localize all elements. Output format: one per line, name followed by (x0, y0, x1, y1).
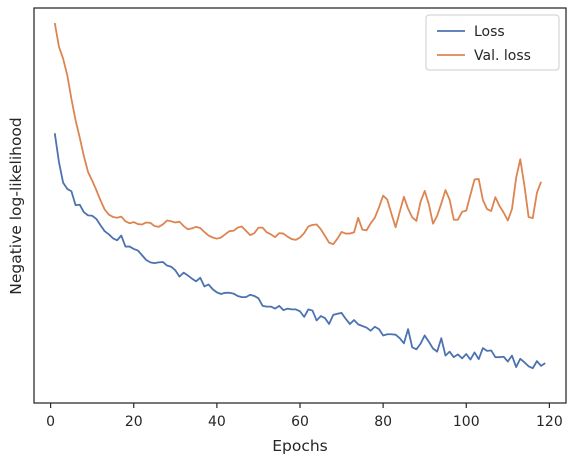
x-tick-label: 20 (125, 414, 143, 430)
legend: Loss Val. loss (425, 14, 560, 71)
x-tick-label: 80 (374, 414, 392, 430)
series-layer (53, 22, 546, 370)
y-axis-title: Negative log-likelihood (7, 117, 25, 295)
legend-box (425, 14, 560, 71)
plot-area (34, 8, 566, 403)
x-axis-title: Epochs (272, 437, 328, 455)
x-tick-label: 60 (291, 414, 309, 430)
series-line-val-loss (53, 22, 542, 246)
legend-label-loss: Loss (474, 24, 505, 40)
x-tick-label: 100 (453, 414, 480, 430)
x-tick-label: 40 (208, 414, 226, 430)
legend-label-val-loss: Val. loss (474, 48, 531, 64)
x-ticks: 0 20 40 60 80 100 120 (46, 403, 563, 430)
series-line-loss (53, 133, 546, 370)
plot-frame (33, 7, 567, 404)
x-tick-label: 120 (536, 414, 563, 430)
x-tick-label: 0 (46, 414, 55, 430)
